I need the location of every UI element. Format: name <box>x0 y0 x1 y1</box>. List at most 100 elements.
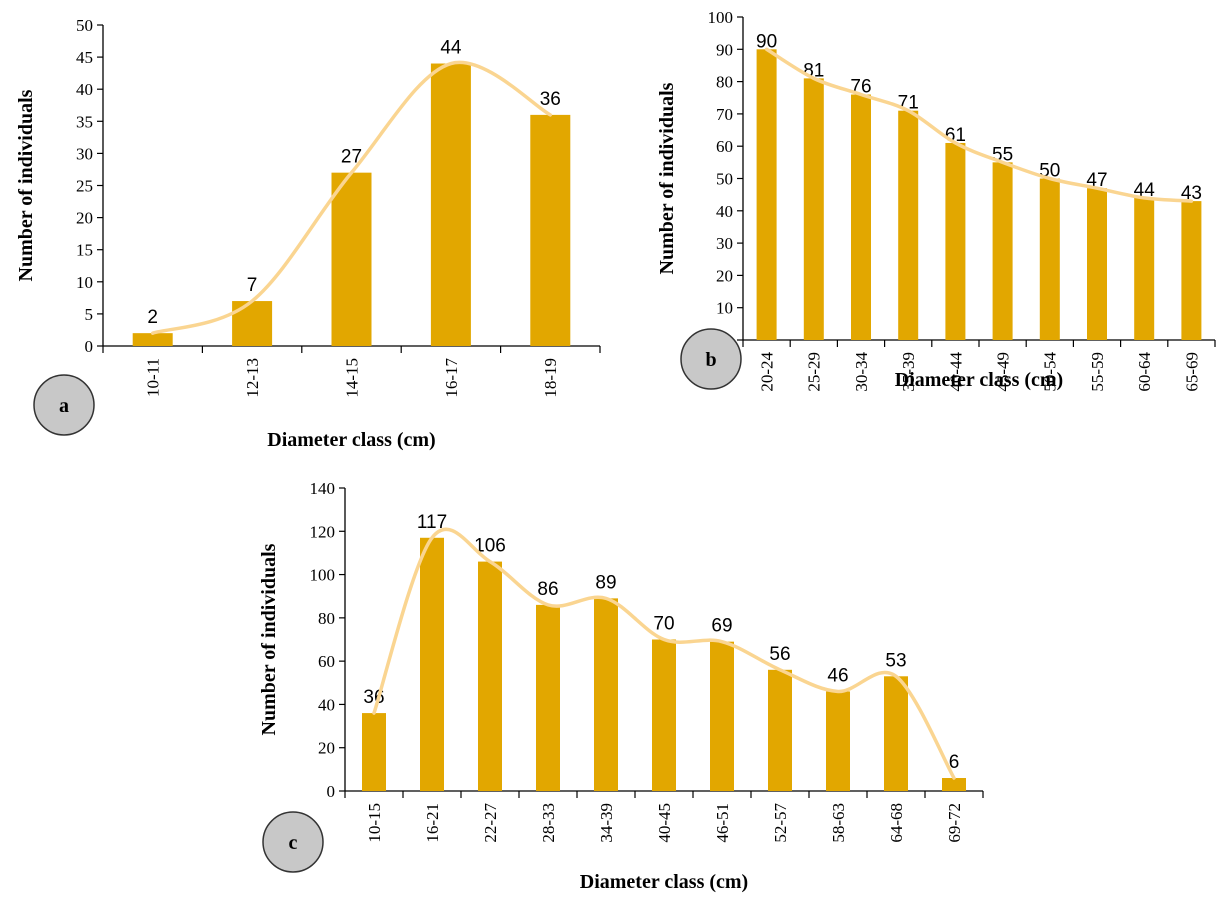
y-tick-label: 45 <box>76 48 93 67</box>
y-axis-title: Number of individuals <box>656 82 678 274</box>
y-tick-label: 20 <box>716 266 733 285</box>
x-tick-label: 69-72 <box>945 803 964 843</box>
x-tick-label: 52-57 <box>771 803 790 843</box>
y-tick-label: 60 <box>716 137 733 156</box>
data-label: 46 <box>827 665 848 686</box>
panel-badge-label: b <box>705 349 716 371</box>
bar <box>1039 178 1060 340</box>
y-tick-label: 40 <box>716 202 733 221</box>
bar <box>536 604 560 791</box>
y-tick-label: 35 <box>76 112 93 131</box>
data-label: 36 <box>540 89 561 110</box>
bar <box>594 598 618 791</box>
y-tick-label: 15 <box>76 241 93 260</box>
x-tick-label: 40-45 <box>655 803 674 843</box>
x-tick-label: 16-17 <box>442 358 461 398</box>
x-tick-label: 18-19 <box>541 358 560 398</box>
y-tick-label: 20 <box>318 739 335 758</box>
bar <box>710 641 734 791</box>
chart-panel-a: 0 5 10 15 20 25 30 35 40 45 50 2 10-11 7 12-13 27 14-15 4… <box>15 16 601 451</box>
data-label: 106 <box>474 536 506 557</box>
bar <box>420 537 444 791</box>
bar <box>945 142 966 340</box>
bar <box>232 301 273 346</box>
y-tick-label: 20 <box>76 209 93 228</box>
data-label: 69 <box>711 616 732 637</box>
y-tick-label: 50 <box>716 170 733 189</box>
bar <box>652 639 676 791</box>
chart-panel-c: 0204060801001201403610-1511716-2110622-2… <box>258 479 984 893</box>
y-tick-label: 5 <box>85 305 94 324</box>
x-tick-label: 22-27 <box>481 803 500 843</box>
x-tick-label: 65-69 <box>1182 352 1201 392</box>
bar <box>1181 201 1202 340</box>
y-tick-label: 80 <box>716 73 733 92</box>
bar <box>826 691 850 791</box>
bar <box>362 713 386 791</box>
chart-panel-b: 01020304050607080901009020-248125-297630… <box>656 8 1216 392</box>
x-tick-label: 46-51 <box>713 803 732 843</box>
data-label: 27 <box>341 147 362 168</box>
bar <box>851 94 871 341</box>
y-tick-label: 100 <box>708 8 734 27</box>
x-tick-label: 25-29 <box>805 352 824 392</box>
y-tick-label: 80 <box>318 609 335 628</box>
bar <box>132 333 173 346</box>
x-tick-label: 10-15 <box>365 803 384 843</box>
y-tick-label: 40 <box>318 695 335 714</box>
y-tick-label: 0 <box>85 337 94 356</box>
y-tick-label: 90 <box>716 40 733 59</box>
y-tick-label: 30 <box>76 144 93 163</box>
bar <box>803 78 824 341</box>
trend-curve <box>764 47 1194 203</box>
x-tick-label: 14-15 <box>342 358 361 398</box>
y-tick-label: 100 <box>310 566 336 585</box>
bar <box>756 49 777 341</box>
x-tick-label: 55-59 <box>1088 352 1107 392</box>
bar <box>992 162 1013 340</box>
bar <box>478 561 502 791</box>
x-tick-label: 64-68 <box>887 803 906 843</box>
x-tick-label: 58-63 <box>829 803 848 843</box>
x-tick-label: 45-49 <box>994 352 1013 392</box>
y-tick-label: 50 <box>76 16 93 35</box>
bar <box>430 63 471 347</box>
x-tick-label: 30-34 <box>852 352 871 392</box>
y-tick-label: 70 <box>716 105 733 124</box>
data-label: 89 <box>595 572 616 593</box>
y-tick-label: 140 <box>310 479 336 498</box>
x-tick-label: 50-54 <box>1041 352 1060 392</box>
data-label: 44 <box>440 38 462 59</box>
y-axis-title: Number of individuals <box>258 543 280 735</box>
x-tick-label: 40-44 <box>946 352 965 392</box>
data-label: 53 <box>885 650 906 671</box>
panel-badge <box>33 374 95 436</box>
y-tick-label: 30 <box>716 234 733 253</box>
x-tick-label: 60-64 <box>1135 352 1154 392</box>
y-tick-label: 25 <box>76 177 93 196</box>
bar <box>898 110 919 340</box>
bar <box>1087 188 1107 340</box>
bar <box>331 172 372 346</box>
trend-curve <box>150 60 553 335</box>
y-tick-label: 10 <box>716 299 733 318</box>
x-axis-title: Diameter class (cm) <box>895 369 1063 391</box>
panel-badge-label: c <box>289 832 298 854</box>
x-axis-title: Diameter class (cm) <box>580 871 748 893</box>
x-tick-label: 16-21 <box>423 803 442 843</box>
trend-curve <box>372 527 956 780</box>
y-tick-label: 120 <box>310 522 336 541</box>
y-axis-title: Number of individuals <box>15 89 37 281</box>
data-label: 56 <box>769 644 790 665</box>
bar <box>768 669 792 791</box>
data-label: 117 <box>417 512 447 533</box>
y-tick-label: 40 <box>76 80 93 99</box>
y-tick-label: 10 <box>76 273 93 292</box>
y-tick-label: 60 <box>318 652 335 671</box>
y-tick-label: 0 <box>327 782 336 801</box>
data-label: 7 <box>247 275 258 296</box>
data-label: 6 <box>949 752 960 773</box>
data-label: 70 <box>653 614 674 635</box>
x-tick-label: 28-33 <box>539 803 558 843</box>
